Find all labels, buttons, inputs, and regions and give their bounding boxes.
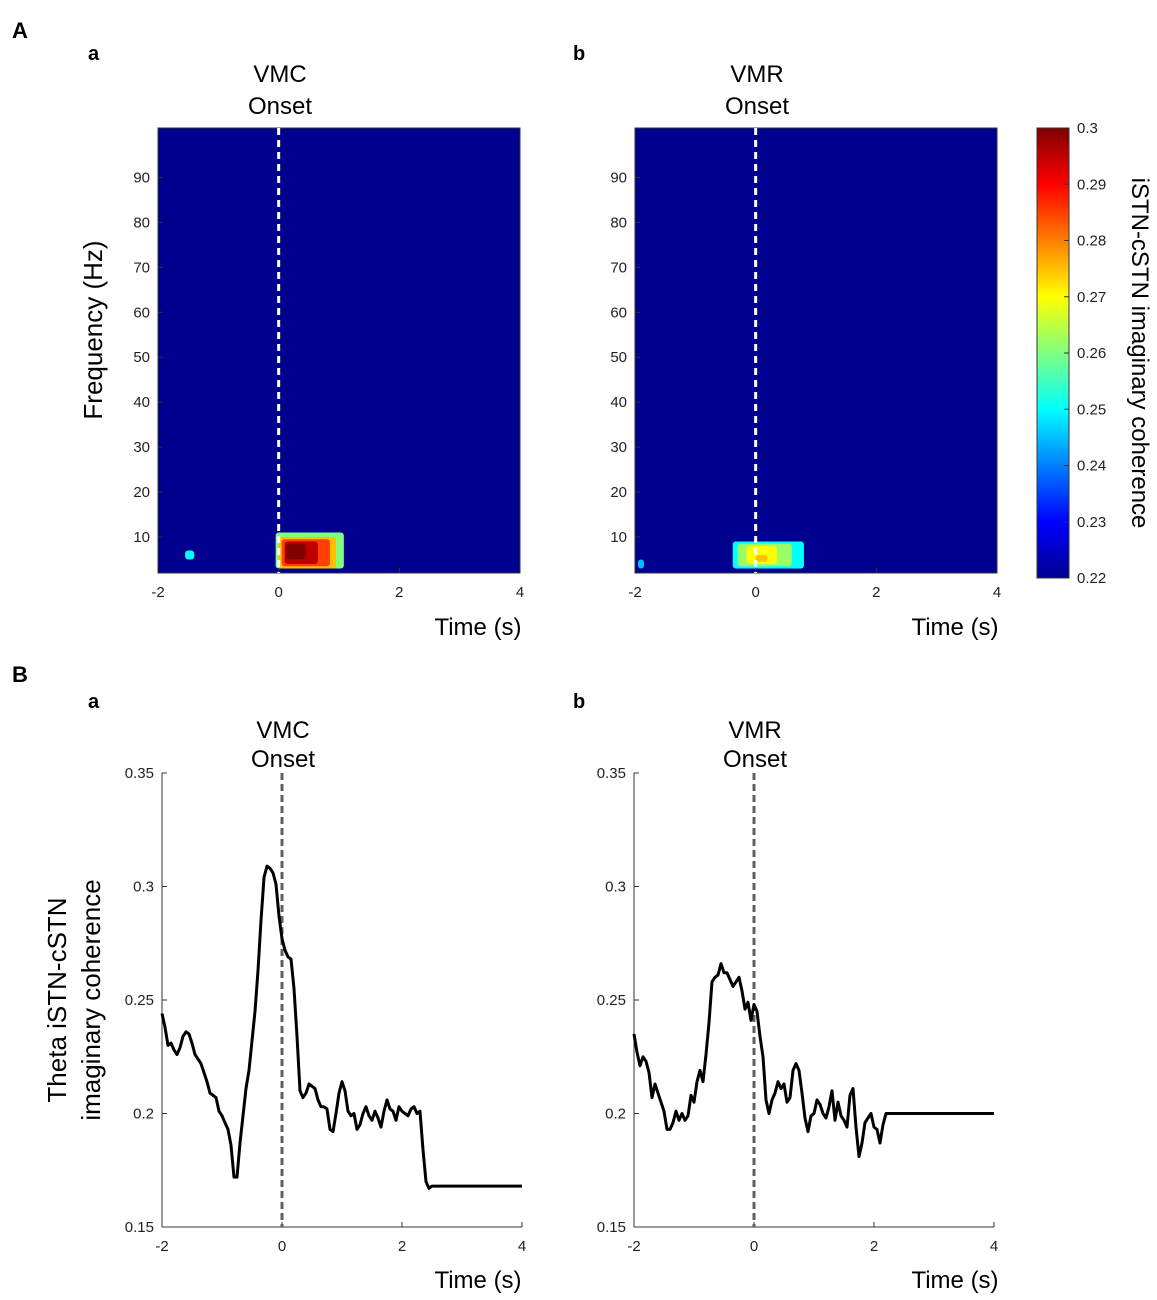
x-tick-label: 0 <box>750 1238 758 1255</box>
x-tick-label: 0 <box>274 584 282 601</box>
x-tick-label: 2 <box>872 584 880 601</box>
colorbar-tick-label: 0.28 <box>1077 233 1106 250</box>
panel-label-A: A <box>12 18 28 43</box>
chart-title-line1: VMR <box>730 61 783 88</box>
y-tick-label: 0.35 <box>597 765 626 782</box>
x-axis-label: Time (s) <box>434 614 521 641</box>
y-tick-label: 0.2 <box>133 1106 154 1123</box>
heatmap-cell <box>755 555 768 562</box>
y-tick-label: 20 <box>133 484 150 501</box>
x-tick-label: 0 <box>278 1238 286 1255</box>
y-tick-label: 0.3 <box>133 879 154 896</box>
colorbar-tick-label: 0.3 <box>1077 120 1098 137</box>
y-tick-label: 50 <box>610 349 627 366</box>
axes-frame <box>157 127 521 574</box>
subpanel-label-Bb: b <box>573 691 585 713</box>
heatmap-cell <box>185 550 195 560</box>
colorbar-tick-label: 0.22 <box>1077 570 1106 587</box>
y-axis-label: Frequency (Hz) <box>78 240 108 419</box>
y-tick-label: 80 <box>610 214 627 231</box>
y-tick-label: 70 <box>610 259 627 276</box>
y-tick-label: 40 <box>610 394 627 411</box>
y-tick-label: 0.15 <box>597 1219 626 1236</box>
colorbar-tick-label: 0.25 <box>1077 401 1106 418</box>
heatmap-vmc: VMC Onset Time (s) Frequency (Hz) -2 0 2 4 1… <box>78 61 524 641</box>
x-axis-label: Time (s) <box>911 614 998 641</box>
x-tick-label: 2 <box>870 1238 878 1255</box>
line-chart-vmc: VMC Onset Time (s) Theta iSTN-cSTN imagi… <box>42 717 526 1294</box>
chart-title-line2: Onset <box>723 746 787 773</box>
subpanel-label-Ab: b <box>573 43 585 65</box>
x-tick-label: -2 <box>151 584 164 601</box>
x-tick-label: -2 <box>627 1238 640 1255</box>
y-tick-label: 60 <box>610 304 627 321</box>
x-tick-label: 4 <box>516 584 524 601</box>
y-tick-label: 20 <box>610 484 627 501</box>
y-tick-label: 0.3 <box>605 879 626 896</box>
x-tick-label: 4 <box>518 1238 526 1255</box>
y-tick-label: 30 <box>133 439 150 456</box>
chart-title-line1: VMR <box>728 717 781 744</box>
heatmap-cell <box>638 559 645 569</box>
x-tick-label: 0 <box>751 584 759 601</box>
y-tick-label: 0.25 <box>125 992 154 1009</box>
colorbar-tick-label: 0.23 <box>1077 514 1106 531</box>
line-chart-vmr: VMR Onset Time (s) -2 0 2 4 0.15 0.2 0.25 0.3 0.… <box>597 717 999 1294</box>
chart-title-line1: VMC <box>256 717 309 744</box>
colorbar: iSTN-cSTN imaginary coherence 0.3 0.29 0.2… <box>1036 120 1153 587</box>
x-tick-label: 4 <box>993 584 1001 601</box>
y-tick-label: 10 <box>133 529 150 546</box>
colorbar-tick-label: 0.26 <box>1077 345 1106 362</box>
heatmap-cell <box>285 543 306 560</box>
heatmap-background <box>158 128 520 573</box>
y-tick-label: 70 <box>133 259 150 276</box>
chart-title-line2: Onset <box>251 746 315 773</box>
y-tick-label: 50 <box>133 349 150 366</box>
y-tick-label: 90 <box>133 169 150 186</box>
y-tick-label: 90 <box>610 169 627 186</box>
colorbar-tick-label: 0.24 <box>1077 458 1106 475</box>
chart-title-line2: Onset <box>248 93 312 120</box>
y-axis-label-line2: imaginary coherence <box>76 879 106 1120</box>
y-tick-label: 30 <box>610 439 627 456</box>
series-line <box>632 962 994 1159</box>
colorbar-tick-label: 0.29 <box>1077 176 1106 193</box>
y-tick-label: 0.15 <box>125 1219 154 1236</box>
colorbar-tick-label: 0.27 <box>1077 289 1106 306</box>
x-tick-label: 2 <box>395 584 403 601</box>
axes-frame <box>634 127 998 574</box>
y-tick-label: 0.25 <box>597 992 626 1009</box>
y-axis-label-line1: Theta iSTN-cSTN <box>42 897 72 1102</box>
x-tick-label: 2 <box>398 1238 406 1255</box>
x-tick-label: -2 <box>628 584 641 601</box>
y-tick-label: 80 <box>133 214 150 231</box>
series-line <box>160 864 522 1190</box>
subpanel-label-Aa: a <box>88 43 100 65</box>
heatmap-cell <box>746 546 777 565</box>
x-axis-label: Time (s) <box>434 1267 521 1294</box>
chart-title-line2: Onset <box>725 93 789 120</box>
y-tick-label: 40 <box>133 394 150 411</box>
colorbar-gradient <box>1036 127 1070 579</box>
colorbar-label: iSTN-cSTN imaginary coherence <box>1126 178 1153 529</box>
x-tick-label: -2 <box>155 1238 168 1255</box>
panel-label-B: B <box>12 662 28 687</box>
y-tick-label: 0.35 <box>125 765 154 782</box>
y-tick-label: 60 <box>133 304 150 321</box>
subpanel-label-Ba: a <box>88 691 100 713</box>
y-tick-label: 0.2 <box>605 1106 626 1123</box>
x-tick-label: 4 <box>990 1238 998 1255</box>
x-axis-label: Time (s) <box>911 1267 998 1294</box>
heatmap-background <box>635 128 997 573</box>
heatmap-vmr: VMR Onset Time (s) -2 0 2 4 10 20 30 40 50 60 70 80… <box>610 61 1001 641</box>
y-tick-label: 10 <box>610 529 627 546</box>
chart-title-line1: VMC <box>253 61 306 88</box>
